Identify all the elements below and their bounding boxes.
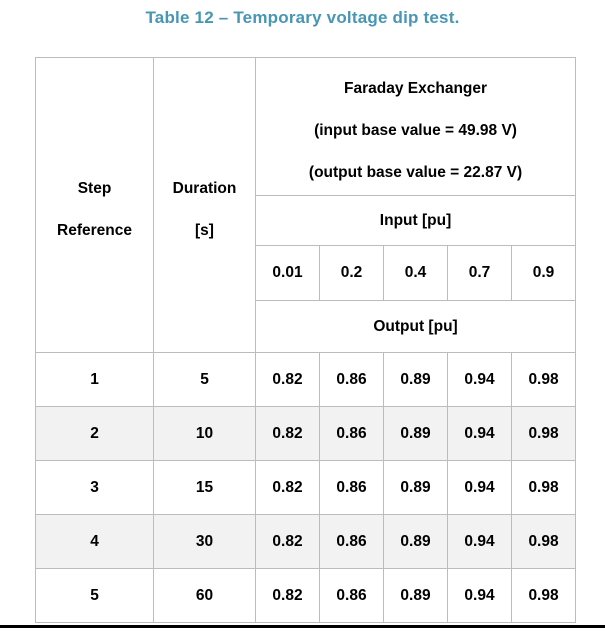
- device-name: Faraday Exchanger: [344, 80, 488, 97]
- input-section-label: Input [pu]: [254, 195, 577, 246]
- step-reference-header: Step Reference: [35, 57, 154, 353]
- output-value-cell: 0.94: [447, 568, 512, 623]
- output-value-cell: 0.82: [255, 352, 320, 407]
- input-level-cell: 0.9: [510, 245, 577, 301]
- step-cell: 2: [35, 406, 154, 461]
- duration-cell: 60: [153, 568, 256, 623]
- step-header-line1: Step: [77, 179, 112, 197]
- step-cell: 1: [35, 352, 154, 407]
- duration-cell: 10: [153, 406, 256, 461]
- output-section-label: Output [pu]: [254, 300, 577, 353]
- duration-cell: 5: [153, 352, 256, 407]
- voltage-dip-table: Step Reference Duration [s] Faraday Exch…: [35, 57, 577, 623]
- output-value-cell: 0.89: [383, 406, 448, 461]
- output-value-cell: 0.86: [319, 352, 384, 407]
- input-level-cell: 0.2: [319, 245, 384, 301]
- table-caption: Table 12 – Temporary voltage dip test.: [145, 8, 460, 27]
- device-input-base: (input base value = 49.98 V): [314, 122, 517, 139]
- duration-header-line2: [s]: [195, 221, 214, 239]
- output-value-cell: 0.98: [510, 514, 577, 569]
- output-value-cell: 0.82: [255, 406, 320, 461]
- page-bottom-rule: [0, 625, 605, 628]
- table-row: 1 5 0.82 0.86 0.89 0.94 0.98: [35, 352, 577, 407]
- output-value-cell: 0.98: [510, 460, 577, 515]
- table-row: 4 30 0.82 0.86 0.89 0.94 0.98: [35, 514, 577, 569]
- output-value-cell: 0.86: [319, 460, 384, 515]
- output-value-cell: 0.82: [255, 514, 320, 569]
- output-value-cell: 0.94: [447, 460, 512, 515]
- input-level-cell: 0.7: [447, 245, 512, 301]
- output-value-cell: 0.82: [255, 460, 320, 515]
- device-output-base: (output base value = 22.87 V): [308, 164, 523, 181]
- output-value-cell: 0.89: [383, 568, 448, 623]
- output-value-cell: 0.86: [319, 406, 384, 461]
- step-cell: 3: [35, 460, 154, 515]
- output-value-cell: 0.94: [447, 514, 512, 569]
- step-cell: 4: [35, 514, 154, 569]
- device-header: Faraday Exchanger (input base value = 49…: [254, 57, 577, 196]
- input-level-cell: 0.01: [255, 245, 320, 301]
- output-value-cell: 0.98: [510, 406, 577, 461]
- duration-header: Duration [s]: [153, 57, 256, 353]
- table-row: 3 15 0.82 0.86 0.89 0.94 0.98: [35, 460, 577, 515]
- output-value-cell: 0.86: [319, 514, 384, 569]
- output-value-cell: 0.86: [319, 568, 384, 623]
- duration-header-line1: Duration: [172, 179, 237, 197]
- output-value-cell: 0.82: [255, 568, 320, 623]
- output-value-cell: 0.89: [383, 514, 448, 569]
- output-value-cell: 0.98: [510, 568, 577, 623]
- input-level-cell: 0.4: [383, 245, 448, 301]
- output-value-cell: 0.98: [510, 352, 577, 407]
- table-row: 5 60 0.82 0.86 0.89 0.94 0.98: [35, 568, 577, 623]
- duration-cell: 30: [153, 514, 256, 569]
- output-value-cell: 0.89: [383, 352, 448, 407]
- output-value-cell: 0.89: [383, 460, 448, 515]
- step-cell: 5: [35, 568, 154, 623]
- table-row: 2 10 0.82 0.86 0.89 0.94 0.98: [35, 406, 577, 461]
- duration-cell: 15: [153, 460, 256, 515]
- output-value-cell: 0.94: [447, 406, 512, 461]
- step-header-line2: Reference: [57, 221, 132, 239]
- output-value-cell: 0.94: [447, 352, 512, 407]
